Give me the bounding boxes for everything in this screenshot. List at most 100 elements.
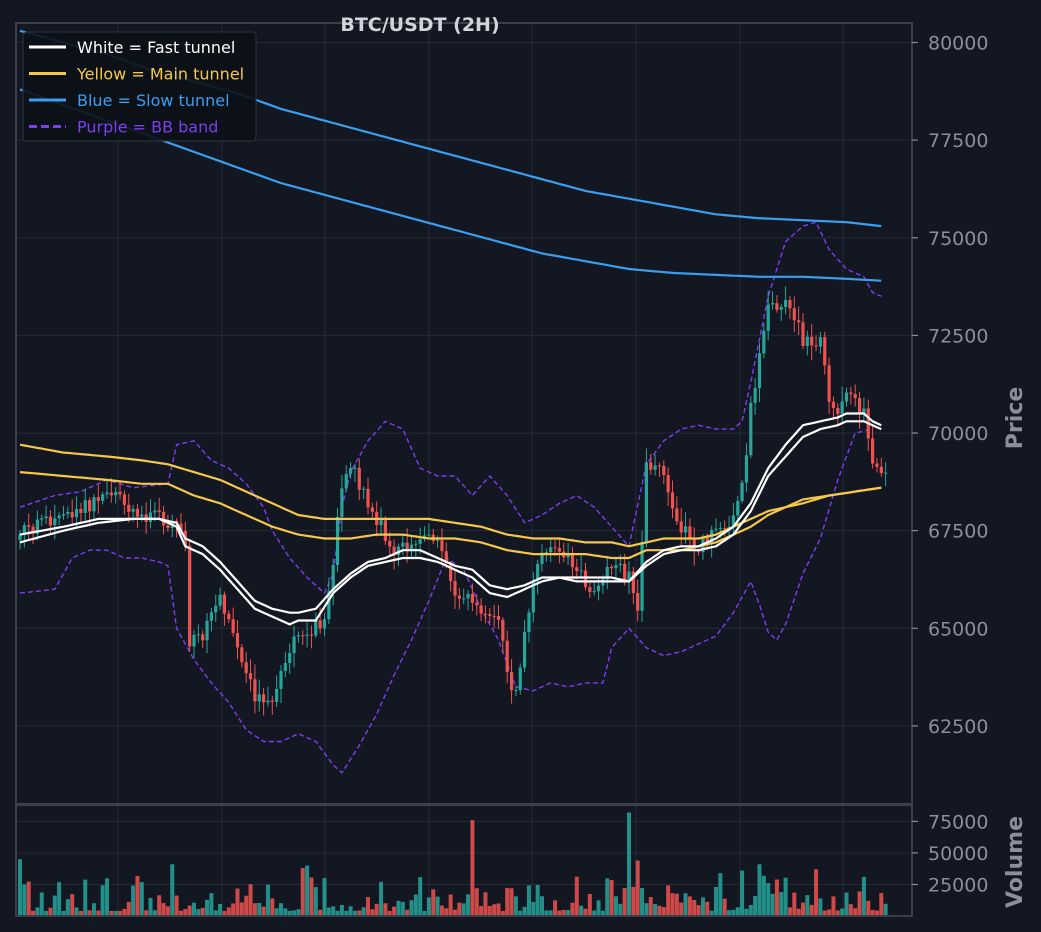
candle-body [257,694,261,702]
candle-body [335,516,340,566]
volume-bar [222,910,227,916]
volume-bar [335,910,340,916]
candle-body [366,488,370,508]
price-tick-label: 75000 [928,228,988,250]
volume-bar [352,910,357,916]
volume-bar [613,896,618,916]
volume-bar [218,903,223,916]
candle-body [605,566,609,580]
price-tick-label: 77500 [928,130,988,152]
candle-body [884,472,888,474]
volume-bar [374,903,379,916]
volume-bars-layer [18,812,888,916]
candle-body [418,539,422,544]
candle-body [318,620,322,629]
volume-bar [653,904,658,916]
volume-bar [779,892,784,916]
volume-bar [740,870,745,916]
candle-body [396,546,401,556]
candle-body [48,516,53,526]
volume-bar [640,888,645,916]
volume-bar [557,910,562,916]
volume-bar [861,876,866,916]
candle-body [610,566,614,569]
volume-bar [283,908,288,916]
volume-bar [35,907,40,916]
legend-box [22,31,257,142]
candle-body [466,593,470,599]
candle-body [492,615,496,617]
volume-bar [627,812,631,916]
volume-bar [105,878,109,916]
candle-body [301,635,305,637]
candle-body [462,598,466,600]
volume-bar [574,876,579,916]
candle-body [214,605,218,613]
candle-body [349,467,353,474]
volume-bar [544,910,549,916]
volume-bar [483,892,488,916]
volume-bar [292,910,297,916]
volume-bar [801,902,805,916]
volume-bar [609,879,614,916]
volume-bar [592,910,597,916]
candle-body [222,594,227,614]
candle-body [666,474,670,493]
candle-body [575,567,579,572]
volume-bar [161,903,166,916]
candle-body [670,492,675,509]
volume-bar [727,910,732,916]
volume-bar [796,908,801,916]
volume-bar [748,904,753,916]
price-tick-label: 65000 [928,618,988,640]
volume-bar [674,893,679,916]
candle-body [201,634,205,641]
candle-body [409,544,414,549]
candle-body [501,619,505,641]
volume-bar [300,868,305,916]
candle-body [536,564,540,581]
volume-bar [518,910,523,916]
candle-body [231,619,235,634]
candle-body [96,497,100,501]
volume-bar [144,910,149,916]
volume-bar [531,902,536,916]
candle-body [322,619,327,629]
candle-body [88,500,92,512]
candle-body [714,528,718,530]
volume-bar [700,897,705,916]
candle-body [140,514,144,517]
price-axis-title: Price [1003,387,1028,449]
candle-body [579,570,583,572]
candle-body [405,542,409,549]
volume-bar [605,878,610,916]
volume-bar [809,904,814,916]
candle-body [192,634,196,647]
volume-bar [113,910,118,916]
volume-bar [566,909,571,916]
volume-bar [853,908,858,916]
volume-bar [805,895,810,916]
candle-body [383,520,387,541]
volume-bar [165,906,170,916]
volume-bar [548,910,553,916]
candle-body [496,616,501,620]
candle-body [688,526,692,540]
volume-bar [522,906,527,916]
candle-body [148,512,153,522]
tunnel-layer [19,29,882,626]
candle-body [871,438,875,464]
volume-bar [348,906,353,916]
candle-body [844,392,849,402]
candle-body [840,401,844,414]
candle-body [636,593,640,611]
candle-body [862,408,866,415]
candle-body [740,482,744,501]
candle-body [618,563,622,566]
legend: White = Fast tunnel Yellow = Main tunnel B… [22,31,257,142]
candle-body [836,407,840,414]
volume-bar [61,910,66,916]
candle-body [279,670,283,689]
volume-bar [883,903,888,916]
